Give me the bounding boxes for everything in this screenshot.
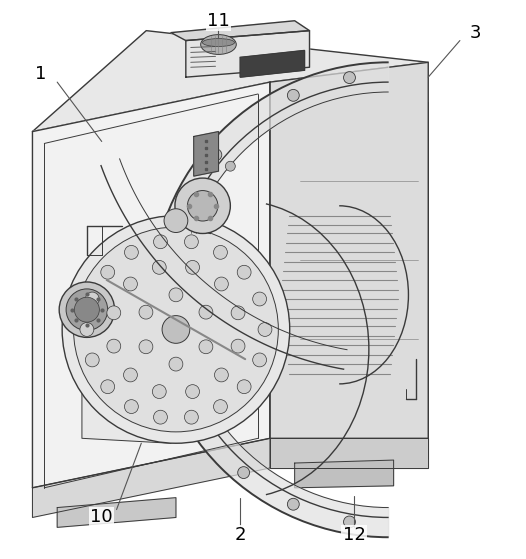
Circle shape	[80, 323, 94, 337]
Circle shape	[199, 305, 213, 319]
Circle shape	[343, 516, 356, 528]
Polygon shape	[240, 50, 305, 77]
Circle shape	[231, 339, 245, 353]
Polygon shape	[33, 31, 428, 131]
Polygon shape	[57, 498, 176, 527]
Circle shape	[85, 353, 99, 367]
Ellipse shape	[203, 39, 235, 46]
Circle shape	[169, 357, 183, 371]
Polygon shape	[82, 369, 171, 443]
Circle shape	[169, 288, 183, 302]
Ellipse shape	[200, 35, 236, 54]
Circle shape	[252, 353, 267, 367]
Polygon shape	[194, 131, 218, 176]
Text: 11: 11	[207, 12, 230, 30]
Circle shape	[153, 385, 166, 399]
Circle shape	[125, 245, 138, 259]
Circle shape	[215, 277, 228, 291]
Circle shape	[164, 209, 188, 233]
Circle shape	[237, 380, 251, 394]
Circle shape	[210, 149, 222, 160]
Circle shape	[124, 277, 137, 291]
Circle shape	[101, 380, 115, 394]
Circle shape	[186, 385, 199, 399]
Circle shape	[107, 306, 121, 320]
Circle shape	[101, 266, 115, 279]
Circle shape	[59, 282, 115, 338]
Polygon shape	[171, 21, 309, 41]
Circle shape	[287, 89, 299, 101]
Circle shape	[74, 227, 278, 432]
Circle shape	[185, 410, 198, 424]
Circle shape	[238, 467, 250, 479]
Circle shape	[139, 340, 153, 354]
Text: 1: 1	[35, 65, 46, 83]
Polygon shape	[33, 82, 270, 488]
Circle shape	[107, 339, 121, 353]
Circle shape	[62, 216, 290, 443]
Polygon shape	[270, 438, 428, 468]
Circle shape	[258, 323, 272, 337]
Circle shape	[215, 368, 228, 382]
Polygon shape	[295, 460, 393, 488]
Circle shape	[124, 368, 137, 382]
Circle shape	[160, 333, 173, 345]
Circle shape	[237, 266, 251, 279]
Polygon shape	[270, 62, 428, 438]
Text: 10: 10	[90, 509, 113, 527]
Circle shape	[226, 161, 235, 171]
Circle shape	[187, 191, 218, 221]
Circle shape	[185, 235, 198, 249]
Circle shape	[125, 400, 138, 414]
Circle shape	[165, 235, 177, 247]
Circle shape	[343, 72, 356, 83]
Circle shape	[175, 178, 230, 234]
Circle shape	[162, 316, 190, 343]
Text: 12: 12	[342, 526, 366, 544]
Text: 3: 3	[470, 23, 481, 41]
Circle shape	[154, 410, 167, 424]
Circle shape	[187, 406, 199, 419]
Text: 2: 2	[235, 526, 246, 544]
Circle shape	[66, 289, 108, 330]
Circle shape	[231, 306, 245, 320]
Circle shape	[74, 297, 99, 322]
Circle shape	[139, 305, 153, 319]
Circle shape	[154, 235, 167, 249]
Circle shape	[199, 340, 213, 354]
Circle shape	[85, 292, 99, 306]
Circle shape	[252, 292, 267, 306]
Circle shape	[186, 260, 199, 274]
Circle shape	[287, 498, 299, 510]
Polygon shape	[33, 438, 270, 518]
Polygon shape	[186, 31, 309, 77]
Circle shape	[153, 260, 166, 274]
Polygon shape	[151, 62, 389, 537]
Circle shape	[214, 400, 227, 414]
Circle shape	[214, 245, 227, 259]
